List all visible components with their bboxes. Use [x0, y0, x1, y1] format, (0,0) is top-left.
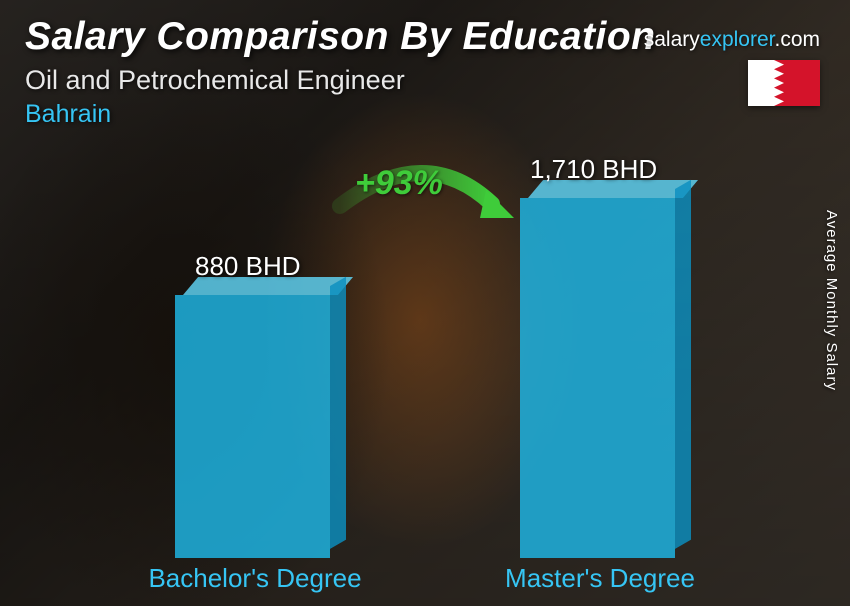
percent-increase-badge: +93% — [355, 164, 443, 203]
brand-suffix: .com — [774, 28, 820, 51]
page-subtitle: Oil and Petrochemical Engineer — [25, 65, 825, 96]
country-flag-icon — [748, 60, 820, 106]
bar-category-label-1: Master's Degree — [470, 563, 730, 594]
brand-logo: salaryexplorer.com — [644, 28, 820, 52]
bar-chart: 880 BHD Bachelor's Degree 1,710 BHD Mast… — [0, 146, 850, 606]
brand-part2: explorer — [700, 28, 775, 51]
country-label: Bahrain — [25, 100, 825, 129]
y-axis-label: Average Monthly Salary — [823, 210, 840, 391]
brand-part1: salary — [644, 28, 700, 51]
bar-category-label-0: Bachelor's Degree — [130, 563, 380, 594]
